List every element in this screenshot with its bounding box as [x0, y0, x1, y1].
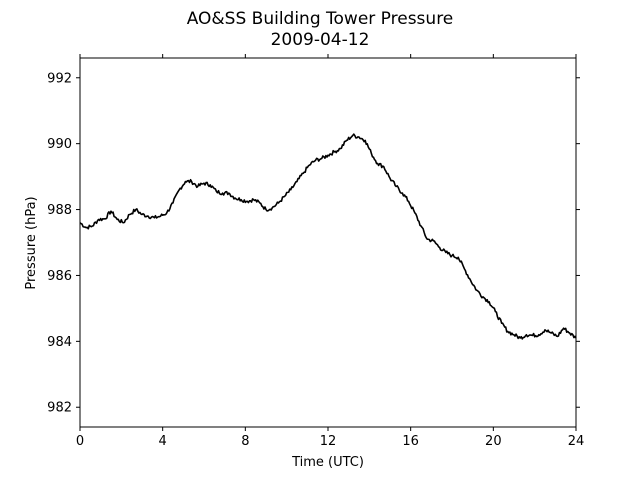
y-axis-label: Pressure (hPa)	[24, 196, 39, 289]
x-tick-label: 24	[568, 434, 585, 449]
x-tick-label: 4	[159, 434, 167, 449]
y-tick-label: 988	[47, 203, 72, 218]
y-axis-ticks: 982 984 986 988 990 992	[47, 71, 580, 416]
pressure-series-line	[79, 133, 577, 340]
y-tick-label: 986	[47, 269, 72, 284]
chart-title: AO&SS Building Tower Pressure	[187, 9, 454, 29]
y-tick-label: 984	[47, 335, 72, 350]
y-tick-label: 992	[47, 71, 72, 86]
x-tick-label: 8	[241, 434, 249, 449]
x-tick-label: 12	[320, 434, 337, 449]
x-axis-ticks: 0 4 8 12 16 20 24	[76, 54, 584, 449]
x-axis-label: Time (UTC)	[291, 455, 364, 470]
chart-subtitle: 2009-04-12	[271, 30, 370, 50]
plot-frame	[79, 57, 577, 428]
y-tick-label: 990	[47, 137, 72, 152]
y-tick-label: 982	[47, 401, 72, 416]
x-tick-label: 20	[485, 434, 502, 449]
x-tick-label: 0	[76, 434, 84, 449]
x-tick-label: 16	[402, 434, 419, 449]
